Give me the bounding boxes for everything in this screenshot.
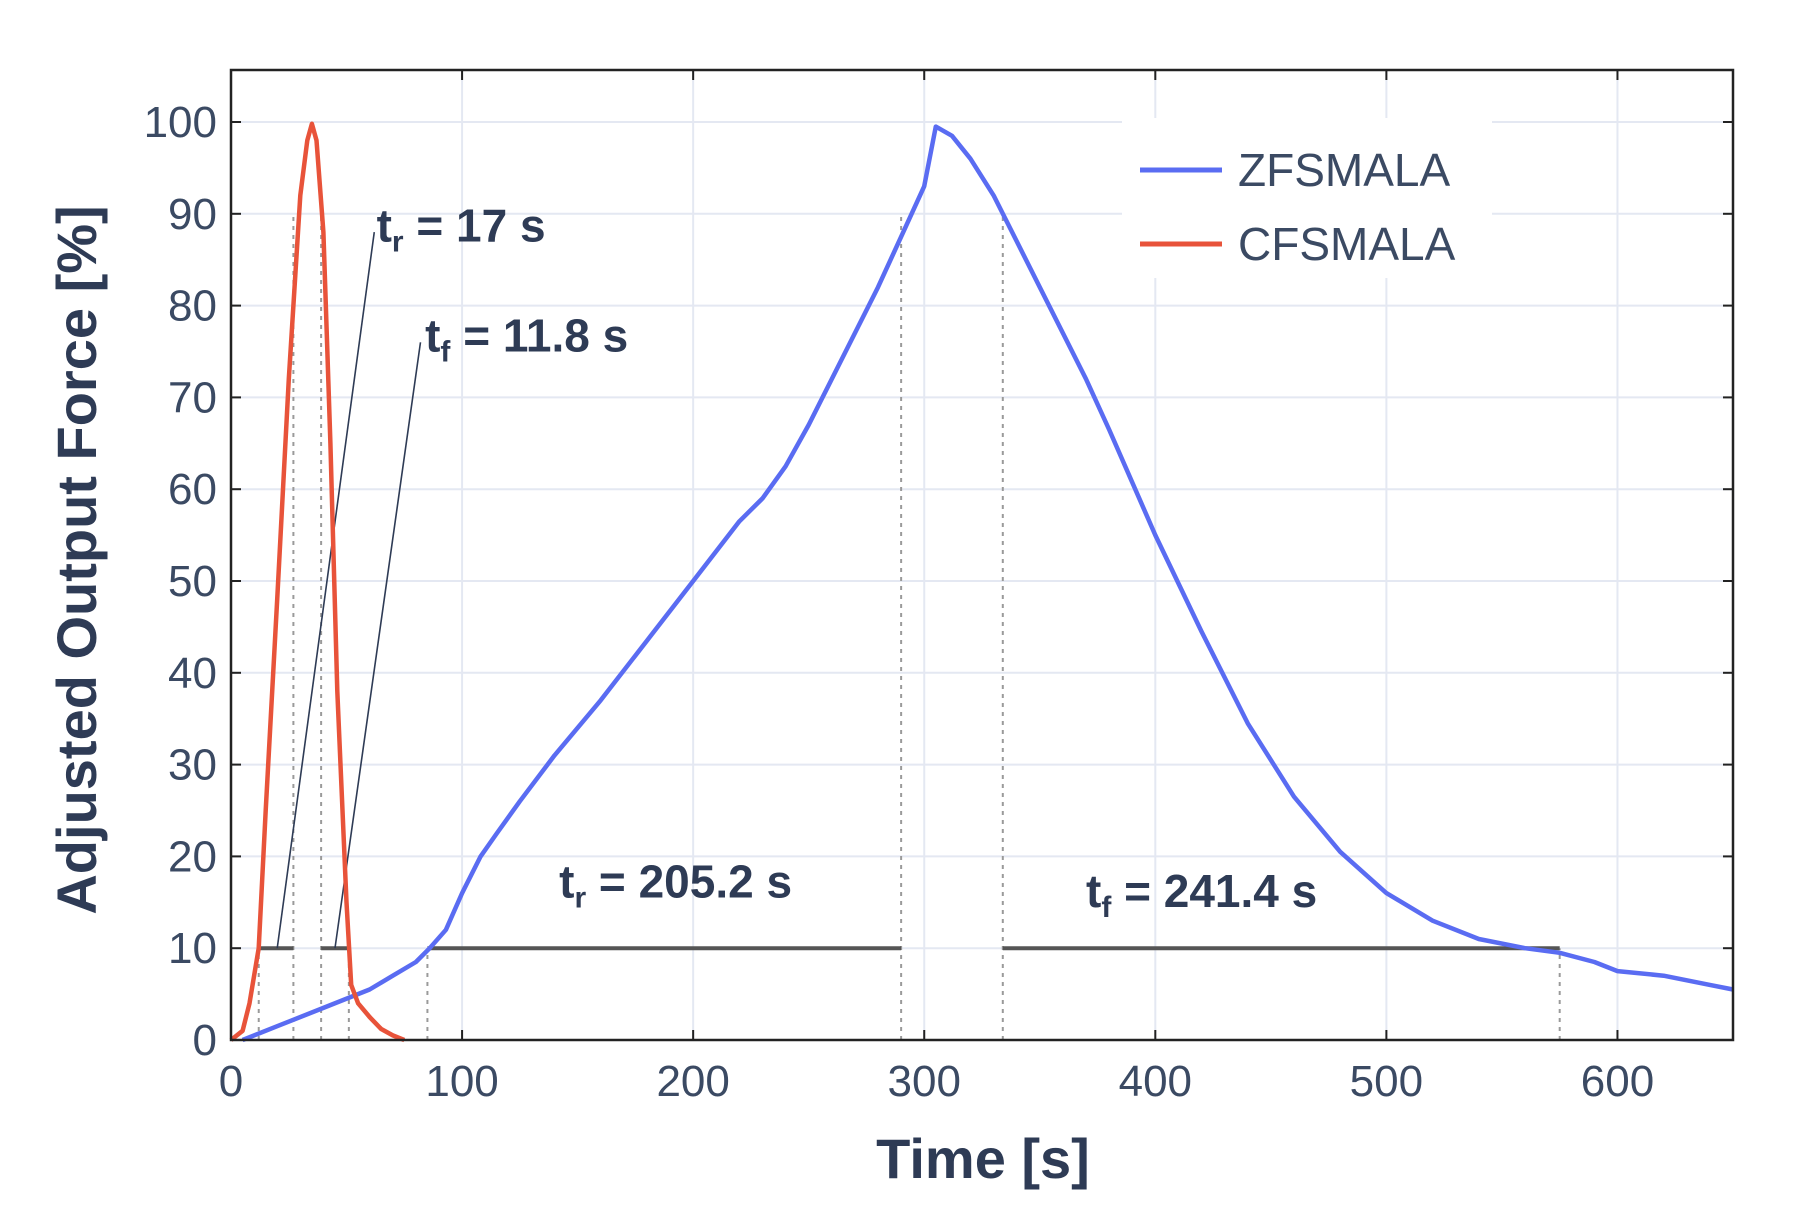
y-tick-label: 70	[168, 373, 217, 422]
y-tick-label: 20	[168, 832, 217, 881]
x-tick-label: 600	[1581, 1057, 1654, 1106]
y-tick-label: 10	[168, 924, 217, 973]
y-tick-label: 90	[168, 190, 217, 239]
y-tick-label: 30	[168, 741, 217, 790]
annotation-rise-zfsmala: tr = 205.2 s	[559, 856, 792, 915]
y-tick-label: 60	[168, 465, 217, 514]
x-tick-label: 500	[1350, 1057, 1423, 1106]
x-tick-label: 300	[888, 1057, 961, 1106]
y-tick-label: 0	[193, 1016, 217, 1065]
y-tick-label: 100	[144, 98, 217, 147]
legend-label-cfsmala: CFSMALA	[1238, 218, 1456, 270]
annotation-fall-zfsmala: tf = 241.4 s	[1086, 865, 1317, 924]
x-tick-label: 200	[656, 1057, 729, 1106]
tick-labels: 0 100 200 300 400 500 600 0 10 20 30 40 50 60 70 80 90 10…	[144, 98, 1655, 1106]
series-line-cfsmala	[229, 121, 406, 1043]
annotation-fall-cfsmala: tf = 11.8 s	[425, 310, 628, 369]
y-tick-label: 80	[168, 282, 217, 331]
x-tick-label: 100	[425, 1057, 498, 1106]
leader-line	[276, 232, 376, 949]
annotation-rise-cfsmala: tr = 17 s	[377, 199, 546, 258]
series-group	[229, 121, 1734, 1043]
guide-lines	[257, 213, 1561, 1040]
plot-frame	[229, 68, 1735, 1042]
legend: ZFSMALA CFSMALA	[1122, 118, 1492, 278]
x-axis-title: Time [s]	[876, 1127, 1090, 1190]
x-tick-label: 400	[1119, 1057, 1192, 1106]
ticks	[230, 70, 1733, 1041]
y-tick-label: 40	[168, 649, 217, 698]
leader-line	[334, 342, 422, 949]
y-tick-label: 50	[168, 557, 217, 606]
x-tick-label: 0	[219, 1057, 243, 1106]
leader-lines	[276, 232, 422, 949]
legend-label-zfsmala: ZFSMALA	[1238, 144, 1450, 196]
legend-box	[1122, 118, 1492, 278]
series-line-zfsmala	[241, 124, 1734, 1043]
y-axis-title: Adjusted Output Force [%]	[45, 205, 108, 914]
